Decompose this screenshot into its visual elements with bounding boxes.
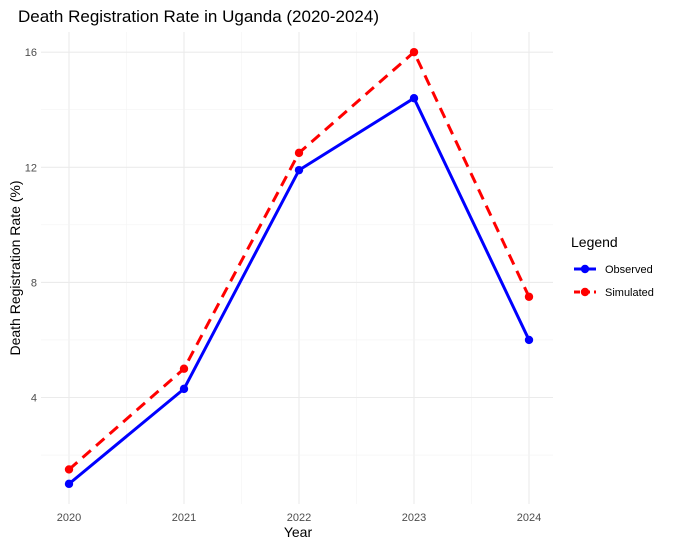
data-point-observed-2023 bbox=[409, 93, 419, 103]
x-tick-label: 2024 bbox=[517, 512, 541, 524]
y-tick-label: 8 bbox=[31, 277, 37, 289]
data-point-observed-2021 bbox=[179, 384, 189, 394]
grid bbox=[41, 32, 553, 504]
y-tick-label: 12 bbox=[25, 162, 37, 174]
y-axis-title: Death Registration Rate (%) bbox=[7, 180, 23, 355]
x-axis-title: Year bbox=[284, 524, 313, 540]
data-point-observed-2022 bbox=[294, 165, 304, 175]
series-layer bbox=[64, 47, 534, 489]
y-tick-label: 4 bbox=[31, 393, 37, 405]
legend-item-observed: Observed bbox=[574, 264, 653, 276]
x-tick-label: 2023 bbox=[402, 512, 426, 524]
legend-label: Observed bbox=[605, 264, 653, 276]
y-tick-label: 16 bbox=[25, 47, 37, 59]
axes: 2020 2021 2022 2023 2024 4 8 12 16 bbox=[25, 47, 541, 524]
x-tick-label: 2022 bbox=[287, 512, 311, 524]
data-point-simulated-2022 bbox=[294, 148, 304, 158]
x-tick-label: 2021 bbox=[172, 512, 196, 524]
legend-key-point bbox=[580, 264, 590, 274]
legend: Legend Observed Simulated bbox=[571, 234, 654, 299]
data-point-simulated-2024 bbox=[524, 292, 534, 301]
legend-label: Simulated bbox=[605, 287, 654, 299]
legend-key-point bbox=[580, 287, 590, 297]
data-point-simulated-2021 bbox=[179, 364, 189, 373]
chart-title: Death Registration Rate in Uganda (2020-… bbox=[18, 7, 379, 26]
legend-item-simulated: Simulated bbox=[574, 287, 654, 299]
x-tick-label: 2020 bbox=[57, 512, 81, 524]
data-point-simulated-2023 bbox=[409, 47, 419, 57]
data-point-observed-2024 bbox=[524, 335, 534, 345]
legend-title: Legend bbox=[571, 234, 618, 250]
data-point-simulated-2020 bbox=[64, 465, 74, 474]
data-point-observed-2020 bbox=[64, 479, 74, 489]
